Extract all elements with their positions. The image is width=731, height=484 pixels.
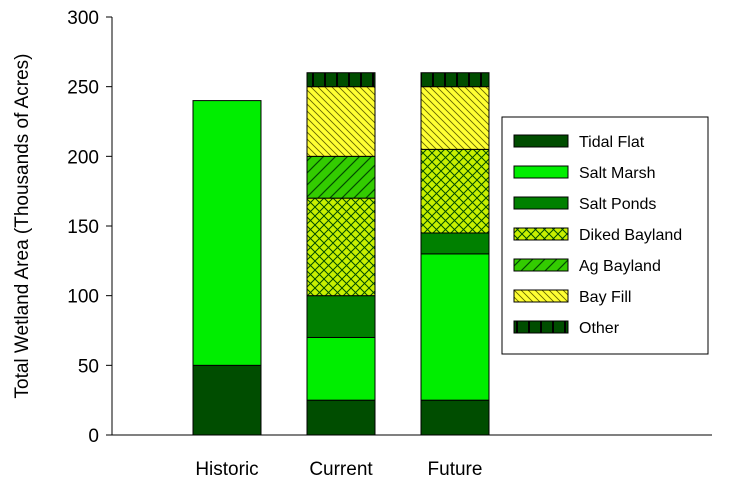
bar-segment-3-2 [420,253,490,401]
x-tick-label-1: Historic [195,459,258,480]
y-axis: 0 50 100 150 200 250 300 [67,8,113,447]
bar-segment-3-4 [420,148,490,234]
bar-segment-3-6 [420,86,490,150]
bars-group [192,72,490,436]
x-tick-label-2: Current [309,459,373,480]
legend-swatch-7 [513,320,569,334]
legend-label-3: Salt Ponds [579,196,656,213]
x-axis: Historic Current Future [112,434,712,480]
legend-label-6: Bay Fill [579,289,631,306]
legend-label-5: Ag Bayland [579,258,661,275]
y-tick-label-7: 300 [67,8,99,29]
legend-swatch-1 [513,134,569,148]
bar-segment-2-4 [306,197,376,297]
bar-segment-2-3 [306,295,376,338]
bar-segment-1-1 [192,364,262,436]
legend-swatch-3 [513,196,569,210]
bar-segment-1-2 [192,100,262,366]
bar-segment-3-3 [420,232,490,255]
y-tick-label-6: 250 [67,78,99,99]
legend: Tidal Flat Salt Marsh Salt Ponds Diked Bayl… [501,116,709,355]
bar-segment-2-6 [306,86,376,157]
legend-label-7: Other [579,320,620,337]
bar-segment-2-2 [306,336,376,401]
bar-segment-3-1 [420,399,490,436]
y-tick-label-1: 0 [88,426,99,447]
legend-label-2: Salt Marsh [579,165,655,182]
bar-segment-2-7 [306,72,376,88]
y-axis-title: Total Wetland Area (Thousands of Acres) [12,54,33,399]
x-tick-label-3: Future [428,459,483,480]
legend-swatch-6 [513,289,569,303]
bar-segment-2-1 [306,399,376,436]
legend-swatch-2 [513,165,569,179]
legend-label-1: Tidal Flat [579,134,645,151]
y-tick-label-5: 200 [67,147,99,168]
y-tick-label-3: 100 [67,287,99,308]
bar-segment-2-5 [306,155,376,199]
legend-label-4: Diked Bayland [579,227,682,244]
legend-swatch-4 [513,227,569,241]
y-tick-label-4: 150 [67,217,99,238]
bar-segment-3-7 [420,72,490,88]
legend-swatch-5 [513,258,569,272]
y-tick-label-2: 50 [78,356,99,377]
